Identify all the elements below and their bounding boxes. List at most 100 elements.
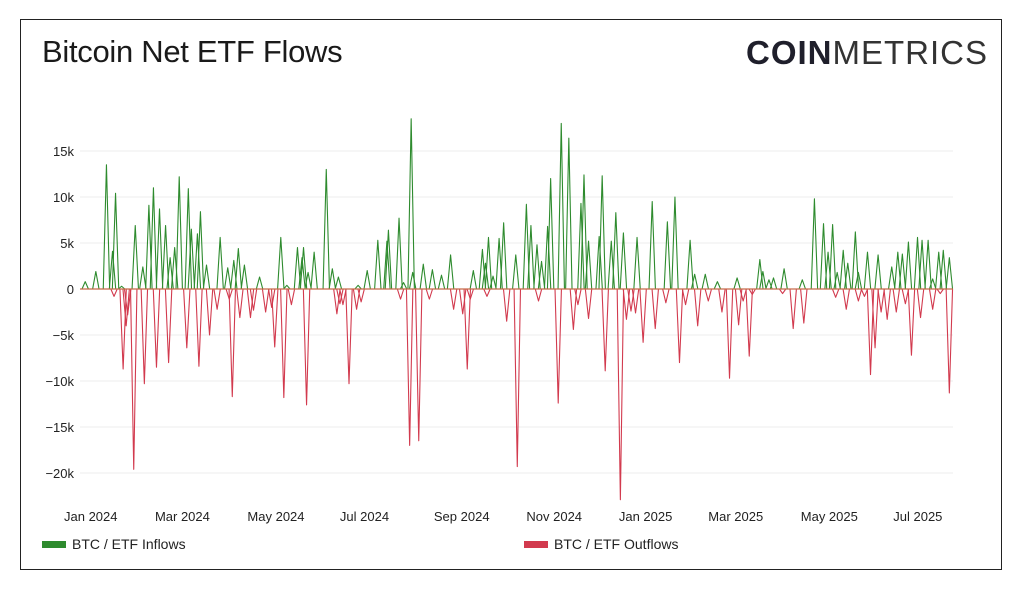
inflow-spike	[322, 168, 331, 290]
inflow-spike	[769, 277, 778, 290]
inflow-spike	[810, 198, 819, 290]
inflow-spike	[780, 268, 788, 290]
outflow-spike	[725, 288, 734, 379]
inflow-spike	[565, 137, 573, 290]
x-tick-label: Sep 2024	[434, 509, 490, 524]
inflow-spike	[939, 249, 948, 290]
inflow-spike	[92, 270, 100, 290]
outflow-spike	[205, 288, 214, 336]
outflow-spike	[110, 288, 118, 297]
outflow-spike	[339, 288, 347, 306]
inflow-spike	[407, 118, 415, 290]
inflow-spike	[612, 212, 620, 290]
outflow-spike	[574, 288, 582, 306]
inflow-spike	[481, 262, 490, 290]
outflow-spike	[236, 288, 244, 319]
outflow-spike	[718, 288, 726, 313]
outflow-spike	[928, 288, 937, 310]
x-tick-label: Mar 2025	[708, 509, 763, 524]
inflow-spike	[945, 257, 954, 290]
outflow-spike	[249, 288, 258, 311]
outflow-spike	[466, 288, 475, 300]
inflow-spike	[887, 266, 896, 290]
inflow-spike	[851, 231, 860, 290]
legend-label-outflows: BTC / ETF Outflows	[554, 536, 679, 552]
inflow-spike	[118, 285, 126, 290]
inflow-spike	[633, 236, 641, 290]
inflow-spike	[701, 273, 710, 290]
outflow-spike	[345, 288, 353, 385]
inflow-spike	[713, 281, 722, 290]
gridlines	[80, 150, 953, 474]
outflow-spike	[877, 288, 885, 313]
inflow-spike	[102, 164, 111, 290]
inflow-spike	[223, 267, 232, 290]
inflow-spike	[216, 236, 224, 290]
outflow-spike	[778, 288, 787, 295]
inflow-spike	[437, 274, 446, 290]
inflow-spike	[298, 257, 306, 290]
inflows-swatch	[42, 540, 66, 548]
inflow-spike	[419, 263, 428, 290]
outflow-spike	[854, 288, 863, 302]
outflow-spike	[860, 288, 869, 297]
outflow-spike	[554, 288, 562, 404]
outflow-spike	[883, 288, 891, 320]
outflow-spike	[745, 288, 753, 357]
inflow-spike	[833, 271, 841, 290]
legend-item-inflows[interactable]: BTC / ETF Inflows	[42, 536, 186, 552]
inflow-spike	[690, 273, 699, 290]
legend-label-inflows: BTC / ETF Inflows	[72, 536, 186, 552]
inflow-spike	[81, 281, 89, 290]
inflow-spike	[543, 225, 552, 290]
legend-item-outflows[interactable]: BTC / ETF Outflows	[524, 536, 678, 552]
inflow-spike	[663, 221, 672, 290]
inflow-spike	[686, 239, 694, 290]
outflow-spike	[704, 288, 713, 302]
x-tick-label: Jan 2024	[64, 509, 118, 524]
outflow-spike	[866, 288, 875, 376]
outflow-spike	[123, 288, 132, 316]
outflow-spike	[936, 288, 944, 295]
y-tick-label: 0	[67, 282, 74, 297]
outflow-spike	[945, 288, 954, 394]
inflow-spike	[469, 270, 478, 290]
outflow-spike	[463, 288, 472, 370]
inflow-spike	[580, 174, 588, 290]
inflow-spike	[187, 228, 196, 290]
logo-light-text: METRICS	[832, 34, 988, 71]
x-tick-label: Jul 2025	[893, 509, 942, 524]
inflow-spike	[299, 247, 308, 290]
inflow-spike	[546, 178, 555, 290]
inflows-series	[81, 118, 954, 290]
outflow-spike	[901, 288, 910, 305]
y-tick-label: 10k	[53, 190, 74, 205]
inflow-spike	[108, 250, 117, 290]
outflow-spike	[352, 288, 361, 310]
inflow-spike	[149, 187, 158, 290]
outflow-spike	[800, 288, 808, 324]
inflow-spike	[898, 253, 907, 290]
inflow-spike	[131, 224, 140, 290]
outflow-spike	[140, 288, 149, 385]
inflow-spike	[161, 224, 170, 290]
outflow-spike	[534, 288, 543, 302]
outflow-spike	[302, 288, 311, 406]
inflow-spike	[533, 244, 541, 290]
inflow-spike	[139, 266, 147, 290]
inflow-spike	[484, 236, 493, 290]
outflow-spike	[907, 288, 916, 356]
inflow-spike	[798, 279, 807, 290]
inflow-spike	[648, 201, 656, 290]
outflow-spike	[267, 288, 276, 308]
outflow-spike	[414, 288, 423, 442]
outflow-spike	[916, 288, 925, 319]
outflow-spike	[622, 288, 631, 320]
inflow-spike	[304, 271, 312, 290]
outflow-spike	[280, 288, 288, 399]
chart-title: Bitcoin Net ETF Flows	[42, 34, 343, 69]
x-tick-label: May 2024	[247, 509, 304, 524]
inflow-spike	[584, 240, 593, 290]
outflow-spike	[164, 288, 173, 364]
outflow-spike	[569, 288, 578, 331]
